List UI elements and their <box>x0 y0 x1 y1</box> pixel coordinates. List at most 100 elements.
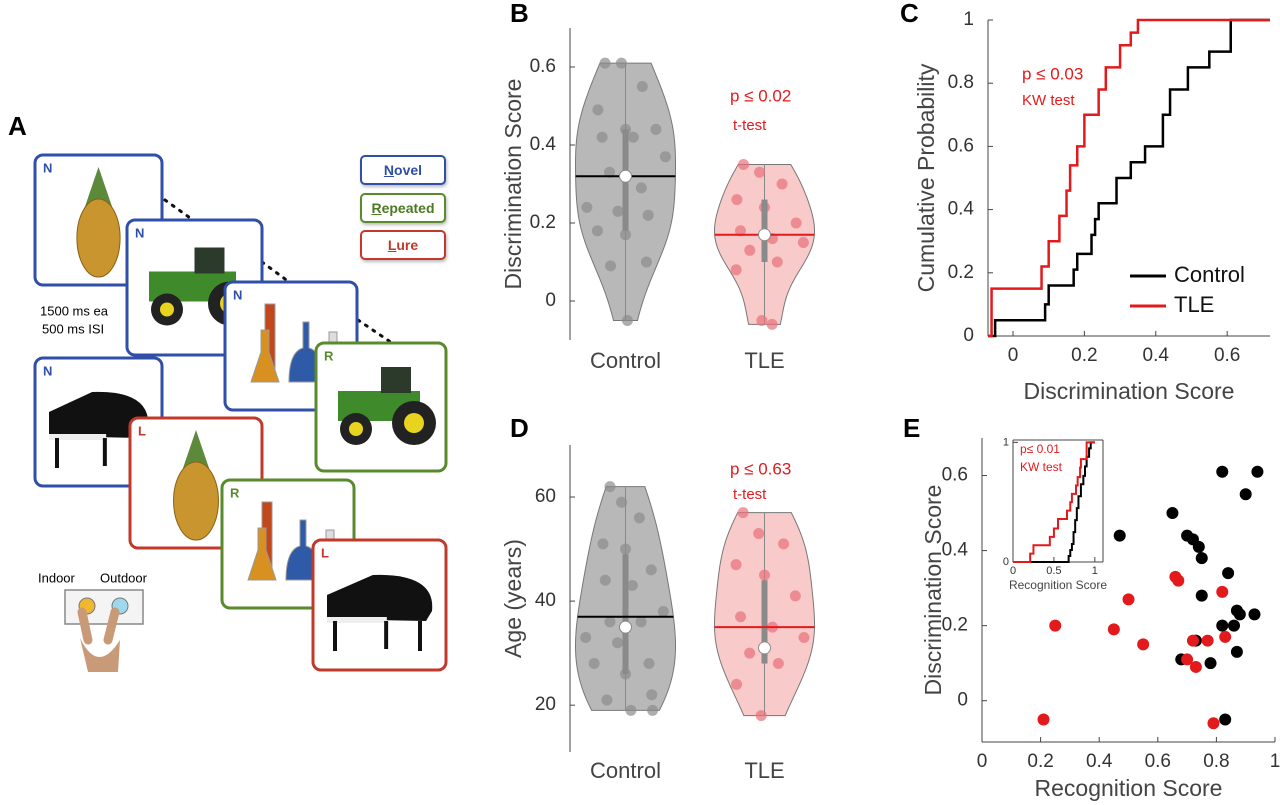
keys <box>327 617 387 623</box>
data-point <box>737 507 749 519</box>
x-tick-label: TLE <box>744 348 784 373</box>
data-point <box>756 315 768 326</box>
data-point <box>633 512 645 524</box>
y-tick-label: 0.8 <box>948 72 974 93</box>
card-letter: N <box>43 363 52 378</box>
data-point <box>650 123 662 135</box>
data-point <box>601 694 613 706</box>
data-point <box>643 658 655 670</box>
mean-dot <box>619 169 632 183</box>
card: L <box>311 538 448 672</box>
y-tick-label: 0.6 <box>530 56 556 77</box>
data-point <box>776 178 788 190</box>
data-point <box>1192 540 1205 553</box>
data-point <box>1181 653 1194 666</box>
annotation: KW test <box>1020 460 1063 474</box>
data-point <box>1137 638 1150 651</box>
data-point <box>790 217 802 229</box>
legend-repeated: Repeated <box>360 193 446 223</box>
data-point <box>1204 657 1217 670</box>
x-tick-label: TLE <box>744 758 784 783</box>
fruit <box>76 198 121 278</box>
y-tick-label: 0 <box>963 325 974 346</box>
data-point <box>599 574 611 586</box>
x-tick-label: 0.2 <box>1027 751 1053 772</box>
x-tick-label: 0.2 <box>1071 345 1097 366</box>
data-point <box>621 315 633 326</box>
y-tick-label: 60 <box>535 486 556 507</box>
y-tick-label: 1 <box>1003 436 1009 448</box>
data-point <box>581 201 593 213</box>
x-tick-label: 0 <box>1008 345 1019 366</box>
cab <box>381 367 411 393</box>
x-tick-label: 0.5 <box>1046 565 1061 577</box>
hub <box>404 413 424 433</box>
keys <box>49 434 107 440</box>
y-tick-label: 0.6 <box>942 465 968 486</box>
data-point <box>1189 660 1202 673</box>
data-point <box>734 225 746 237</box>
data-point <box>1219 713 1232 726</box>
data-point <box>1037 713 1050 726</box>
data-point <box>627 131 639 143</box>
data-point <box>731 678 743 690</box>
data-point <box>635 182 647 194</box>
x-tick-label: Control <box>590 348 661 373</box>
fruit <box>173 461 219 541</box>
y-axis-label: Age (years) <box>500 539 526 658</box>
data-point <box>604 481 616 493</box>
annotation: t-test <box>733 486 767 503</box>
ecdf-line <box>988 18 1270 338</box>
panel-label: A <box>8 111 27 141</box>
button-label: Outdoor <box>100 570 148 585</box>
y-tick-label: 0 <box>957 690 968 711</box>
data-point <box>605 260 617 272</box>
data-point <box>1122 593 1135 606</box>
data-point <box>647 704 659 716</box>
data-point <box>1113 529 1126 542</box>
hub <box>349 422 363 436</box>
panel-label: D <box>510 413 529 443</box>
data-point <box>620 543 631 555</box>
legend-label: TLE <box>1174 292 1214 317</box>
x-tick-label: 0 <box>977 751 988 772</box>
data-point <box>597 538 609 550</box>
data-point <box>730 264 742 276</box>
card-letter: R <box>230 485 240 500</box>
ecdf-line <box>988 18 1270 338</box>
data-point <box>797 237 809 248</box>
data-point <box>635 616 647 628</box>
data-point <box>744 244 756 256</box>
data-point <box>640 256 652 268</box>
x-axis-label: Recognition Score <box>1009 578 1107 592</box>
data-point <box>615 57 627 69</box>
timing: 1500 ms ea <box>40 303 109 318</box>
mean-dot <box>619 620 632 634</box>
data-point <box>1049 619 1062 632</box>
x-tick-label: 0.4 <box>1086 751 1113 772</box>
data-point <box>616 496 628 508</box>
data-point <box>1251 465 1264 478</box>
data-point <box>620 229 631 241</box>
x-tick-label: 1 <box>1092 565 1098 577</box>
y-axis-label: Cumulative Probability <box>913 63 939 292</box>
timing: 500 ms ISI <box>42 321 104 336</box>
data-point <box>636 81 648 92</box>
y-tick-label: 40 <box>535 590 556 611</box>
y-axis-label: Discrimination Score <box>500 79 526 290</box>
hub <box>160 302 174 317</box>
x-tick-label: 0.6 <box>1145 751 1171 772</box>
annotation: p ≤ 0.63 <box>730 459 791 478</box>
data-point <box>744 647 756 659</box>
data-point <box>604 616 616 628</box>
data-point <box>596 131 608 143</box>
data-point <box>588 658 600 670</box>
flask <box>250 329 280 383</box>
card-letter: N <box>43 160 52 175</box>
data-point <box>1227 619 1240 632</box>
y-tick-label: 0.2 <box>530 212 556 233</box>
data-point <box>580 632 592 644</box>
panel-label: B <box>510 0 529 28</box>
data-point <box>772 658 784 670</box>
